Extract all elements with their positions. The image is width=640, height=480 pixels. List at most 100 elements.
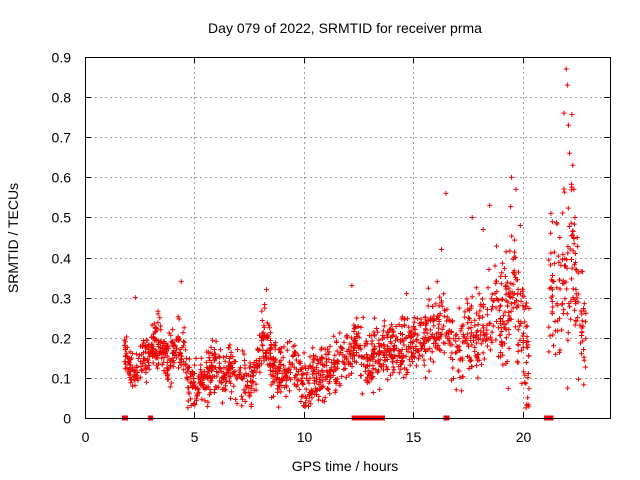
data-point (404, 346, 410, 352)
data-point (334, 348, 340, 354)
data-point (403, 371, 409, 377)
data-point (240, 376, 246, 382)
data-point (409, 333, 415, 339)
data-point (264, 356, 270, 362)
data-point (487, 320, 493, 326)
data-point (583, 310, 589, 316)
data-point (275, 365, 281, 371)
data-point (401, 342, 407, 348)
data-point (219, 400, 225, 406)
data-point (317, 386, 323, 392)
data-point (507, 293, 513, 299)
data-point (484, 327, 490, 333)
data-point (268, 344, 274, 350)
data-point (283, 377, 289, 383)
data-point (368, 357, 374, 363)
data-point (562, 256, 568, 262)
data-point (484, 335, 490, 341)
data-point (184, 375, 190, 381)
data-point (548, 250, 554, 256)
data-point (508, 301, 514, 307)
data-point (239, 375, 245, 381)
data-point (478, 341, 484, 347)
data-point (522, 380, 528, 386)
data-point (550, 332, 556, 338)
data-point (581, 308, 587, 314)
data-point (442, 307, 448, 313)
data-point (152, 325, 158, 331)
data-point (446, 331, 452, 337)
data-point (462, 309, 468, 315)
data-point (415, 332, 421, 338)
data-point (477, 308, 483, 314)
data-point (228, 365, 234, 371)
data-point (347, 341, 353, 347)
data-point (439, 303, 445, 309)
data-point (196, 373, 202, 379)
data-point (466, 325, 472, 331)
data-point (402, 365, 408, 371)
data-point (276, 364, 282, 370)
data-point (292, 342, 298, 348)
data-point (571, 221, 577, 227)
data-point (546, 349, 552, 355)
data-point (324, 368, 330, 374)
data-point (283, 394, 289, 400)
data-point (526, 306, 532, 312)
data-point (384, 332, 390, 338)
data-point (425, 338, 431, 344)
data-point (293, 383, 299, 389)
data-point (155, 365, 161, 371)
data-point (480, 314, 486, 320)
data-point (342, 355, 348, 361)
data-point (228, 349, 234, 355)
data-point (570, 229, 576, 235)
data-point (380, 328, 386, 334)
data-point (251, 360, 257, 366)
data-point (482, 332, 488, 338)
data-point (523, 303, 529, 309)
data-point (209, 350, 215, 356)
data-point (514, 304, 520, 310)
data-point (226, 363, 232, 369)
data-point (498, 349, 504, 355)
data-point (205, 384, 211, 390)
data-point (423, 322, 429, 328)
data-point (153, 337, 159, 343)
data-point (126, 371, 132, 377)
data-point (446, 338, 452, 344)
data-point (276, 383, 282, 389)
data-point (498, 303, 504, 309)
data-point (484, 312, 490, 318)
data-point (236, 367, 242, 373)
x-tick-label: 20 (516, 429, 532, 445)
data-point (188, 380, 194, 386)
data-point (349, 283, 355, 289)
data-point (153, 325, 159, 331)
data-point (376, 368, 382, 374)
data-point (221, 365, 227, 371)
data-point (326, 349, 332, 355)
data-point (376, 337, 382, 343)
data-point (573, 286, 579, 292)
data-point (330, 372, 336, 378)
data-point (247, 365, 253, 371)
data-point (369, 338, 375, 344)
data-point (404, 291, 410, 297)
data-point (245, 382, 251, 388)
data-point (135, 370, 141, 376)
data-point (228, 395, 234, 401)
data-point (551, 343, 557, 349)
data-point (289, 361, 295, 367)
data-point (503, 284, 509, 290)
data-point (400, 338, 406, 344)
data-point (492, 263, 498, 269)
data-point (568, 276, 574, 282)
data-point (475, 321, 481, 327)
data-point (569, 265, 575, 271)
data-point (520, 340, 526, 346)
data-point (450, 356, 456, 362)
data-point (421, 330, 427, 336)
data-point (132, 295, 138, 301)
data-point (295, 378, 301, 384)
